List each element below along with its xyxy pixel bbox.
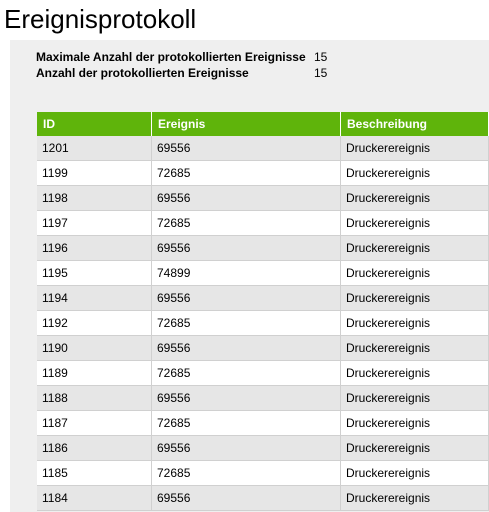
event-log-table: ID Ereignis Beschreibung 1201 69556 Drucke… xyxy=(37,112,489,511)
cell-event: 72685 xyxy=(151,410,341,436)
cell-event: 69556 xyxy=(151,185,341,211)
event-log-panel: Maximale Anzahl der protokollierten Erei… xyxy=(10,40,489,512)
cell-id: 1199 xyxy=(37,160,152,186)
cell-description: Druckerereignis xyxy=(340,360,489,386)
cell-description: Druckerereignis xyxy=(340,160,489,186)
cell-id: 1186 xyxy=(37,435,152,461)
table-row: 1184 69556 Druckerereignis xyxy=(37,485,489,511)
cell-description: Druckerereignis xyxy=(340,260,489,286)
table-row: 1196 69556 Druckerereignis xyxy=(37,235,489,261)
cell-event: 72685 xyxy=(151,360,341,386)
cell-event: 69556 xyxy=(151,385,341,411)
cell-event: 69556 xyxy=(151,235,341,261)
cell-id: 1188 xyxy=(37,385,152,411)
cell-description: Druckerereignis xyxy=(340,435,489,461)
cell-description: Druckerereignis xyxy=(340,410,489,436)
cell-description: Druckerereignis xyxy=(340,335,489,361)
cell-id: 1195 xyxy=(37,260,152,286)
cell-event: 72685 xyxy=(151,210,341,236)
cell-id: 1189 xyxy=(37,360,152,386)
cell-id: 1198 xyxy=(37,185,152,211)
cell-id: 1194 xyxy=(37,285,152,311)
cell-id: 1201 xyxy=(37,136,152,161)
cell-description: Druckerereignis xyxy=(340,210,489,236)
table-row: 1192 72685 Druckerereignis xyxy=(37,310,489,336)
cell-description: Druckerereignis xyxy=(340,136,489,161)
event-count-row: Anzahl der protokollierten Ereignisse 15 xyxy=(36,66,476,81)
max-events-label: Maximale Anzahl der protokollierten Erei… xyxy=(36,50,306,64)
table-row: 1188 69556 Druckerereignis xyxy=(37,385,489,411)
max-events-value: 15 xyxy=(314,50,328,64)
table-row: 1195 74899 Druckerereignis xyxy=(37,260,489,286)
cell-id: 1185 xyxy=(37,460,152,486)
cell-event: 69556 xyxy=(151,435,341,461)
table-body: 1201 69556 Druckerereignis 1199 72685 Drucker… xyxy=(37,136,489,511)
cell-id: 1187 xyxy=(37,410,152,436)
table-header-row: ID Ereignis Beschreibung xyxy=(37,112,489,136)
cell-id: 1196 xyxy=(37,235,152,261)
table-row: 1186 69556 Druckerereignis xyxy=(37,435,489,461)
event-count-value: 15 xyxy=(314,66,328,80)
cell-event: 69556 xyxy=(151,285,341,311)
cell-event: 69556 xyxy=(151,335,341,361)
cell-id: 1192 xyxy=(37,310,152,336)
table-row: 1197 72685 Druckerereignis xyxy=(37,210,489,236)
cell-id: 1190 xyxy=(37,335,152,361)
cell-description: Druckerereignis xyxy=(340,385,489,411)
cell-event: 69556 xyxy=(151,485,341,511)
cell-description: Druckerereignis xyxy=(340,285,489,311)
cell-event: 72685 xyxy=(151,460,341,486)
cell-event: 72685 xyxy=(151,310,341,336)
column-header-id: ID xyxy=(37,112,152,136)
cell-id: 1197 xyxy=(37,210,152,236)
max-events-row: Maximale Anzahl der protokollierten Erei… xyxy=(36,50,476,65)
table-row: 1201 69556 Druckerereignis xyxy=(37,136,489,161)
table-row: 1189 72685 Druckerereignis xyxy=(37,360,489,386)
table-row: 1198 69556 Druckerereignis xyxy=(37,185,489,211)
table-row: 1185 72685 Druckerereignis xyxy=(37,460,489,486)
cell-event: 69556 xyxy=(151,136,341,161)
cell-description: Druckerereignis xyxy=(340,310,489,336)
event-count-label: Anzahl der protokollierten Ereignisse xyxy=(36,66,249,80)
log-summary: Maximale Anzahl der protokollierten Erei… xyxy=(36,50,476,82)
table-row: 1199 72685 Druckerereignis xyxy=(37,160,489,186)
table-row: 1187 72685 Druckerereignis xyxy=(37,410,489,436)
cell-id: 1184 xyxy=(37,485,152,511)
cell-description: Druckerereignis xyxy=(340,185,489,211)
cell-description: Druckerereignis xyxy=(340,460,489,486)
column-header-description: Beschreibung xyxy=(340,112,489,136)
cell-description: Druckerereignis xyxy=(340,235,489,261)
table-row: 1190 69556 Druckerereignis xyxy=(37,335,489,361)
table-row: 1194 69556 Druckerereignis xyxy=(37,285,489,311)
cell-description: Druckerereignis xyxy=(340,485,489,511)
page-title: Ereignisprotokoll xyxy=(4,4,197,34)
column-header-event: Ereignis xyxy=(151,112,341,136)
cell-event: 72685 xyxy=(151,160,341,186)
cell-event: 74899 xyxy=(151,260,341,286)
